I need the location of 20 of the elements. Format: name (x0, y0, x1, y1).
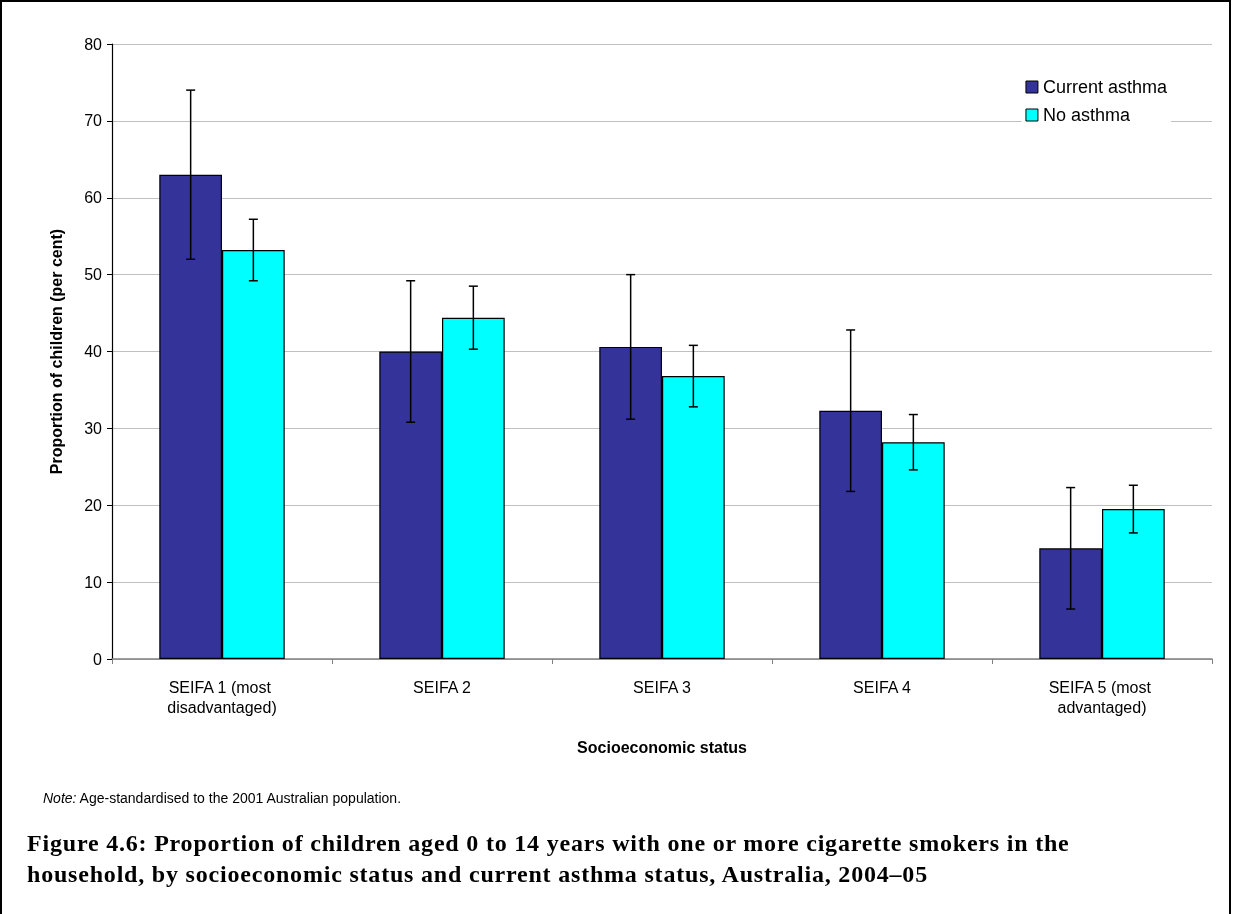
x-tick-label: SEIFA 1 (most disadvantaged) (167, 678, 277, 716)
x-axis-title: Socioeconomic status (577, 738, 748, 756)
x-tick-label: SEIFA 3 (633, 678, 692, 696)
y-axis-title: Proportion of children (per cent) (47, 228, 65, 475)
y-tick-label: 20 (84, 496, 103, 514)
legend-label: Current asthma (1042, 77, 1168, 97)
x-tick-label: SEIFA 4 (853, 678, 912, 696)
x-tick-label: SEIFA 5 (most advantaged) (1048, 678, 1156, 716)
text: Figure 4.6: Proportion of children aged 0 to 14 years with one or more cigarette smokers in the household, by socioeconomic status and current asthma status, Australia, 2004–05 (27, 829, 1071, 889)
text: Note: Age-standardised to the 2001 Australian population. (43, 790, 402, 806)
y-tick-label: 80 (84, 35, 103, 53)
y-tick-label: 30 (84, 419, 103, 437)
x-tick-label: SEIFA 2 (413, 678, 472, 696)
legend-label: No asthma (1042, 105, 1131, 125)
y-tick-label: 10 (84, 573, 103, 591)
y-tick-label: 40 (84, 343, 103, 360)
y-tick-label: 50 (84, 266, 103, 284)
y-tick-label: 0 (93, 650, 103, 668)
y-tick-label: 60 (84, 189, 103, 207)
y-tick-label: 70 (84, 112, 103, 130)
